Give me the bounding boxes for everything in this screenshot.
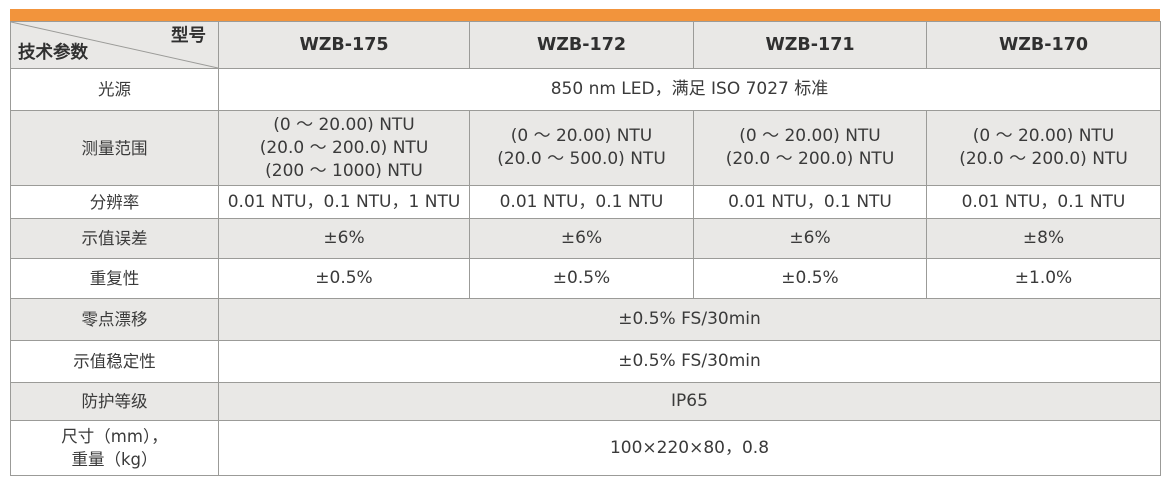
value-cell: ±0.5% FS/30min bbox=[218, 298, 1161, 341]
table-row-measuring-range: 测量范围 (0 ～ 20.00) NTU (20.0 ～ 200.0) NTU … bbox=[10, 110, 1161, 186]
range-line: (20.0 ～ 200.0) NTU bbox=[259, 137, 429, 158]
value-cell: ±8% bbox=[926, 218, 1161, 259]
row-label: 分辨率 bbox=[10, 185, 219, 219]
label-line: 尺寸（mm）， bbox=[61, 427, 168, 446]
range-line: (200 ～ 1000) NTU bbox=[265, 160, 423, 181]
range-line: (0 ～ 20.00) NTU bbox=[273, 114, 415, 135]
model-header-wzb172: WZB-172 bbox=[469, 21, 694, 69]
accent-bar bbox=[10, 9, 1160, 21]
range-line: (20.0 ～ 200.0) NTU bbox=[959, 149, 1128, 169]
row-label: 示值稳定性 bbox=[10, 340, 219, 383]
value-cell: (0 ～ 20.00) NTU (20.0 ～ 200.0) NTU bbox=[693, 110, 927, 186]
row-label: 测量范围 bbox=[10, 110, 219, 186]
model-header-wzb171: WZB-171 bbox=[693, 21, 927, 69]
value-cell: (0 ～ 20.00) NTU (20.0 ～ 200.0) NTU (200 … bbox=[218, 110, 470, 186]
value-cell: (0 ～ 20.00) NTU (20.0 ～ 500.0) NTU bbox=[469, 110, 694, 186]
value-cell: ±0.5% bbox=[218, 258, 470, 299]
value-cell: ±6% bbox=[469, 218, 694, 259]
value-cell: ±6% bbox=[218, 218, 470, 259]
header-row: 型号 技术参数 WZB-175 WZB-172 WZB-171 WZB-170 bbox=[10, 21, 1161, 69]
range-line: (0 ～ 20.00) NTU bbox=[739, 126, 881, 146]
value-cell: 0.01 NTU，0.1 NTU bbox=[469, 185, 694, 219]
value-cell: ±6% bbox=[693, 218, 927, 259]
model-header-wzb170: WZB-170 bbox=[926, 21, 1161, 69]
value-cell: ±0.5% bbox=[693, 258, 927, 299]
value-cell: 0.01 NTU，0.1 NTU，1 NTU bbox=[218, 185, 470, 219]
table-row-indication-stability: 示值稳定性 ±0.5% FS/30min bbox=[10, 340, 1161, 383]
value-cell: 100×220×80，0.8 bbox=[218, 420, 1161, 476]
value-cell: ±0.5% FS/30min bbox=[218, 340, 1161, 383]
row-label: 光源 bbox=[10, 68, 219, 111]
table-row-indication-error: 示值误差 ±6% ±6% ±6% ±8% bbox=[10, 218, 1161, 259]
row-label: 零点漂移 bbox=[10, 298, 219, 341]
diagonal-line bbox=[11, 22, 218, 68]
corner-cell: 型号 技术参数 bbox=[10, 21, 219, 69]
table-row-light-source: 光源 850 nm LED，满足 ISO 7027 标准 bbox=[10, 68, 1161, 111]
value-cell: 0.01 NTU，0.1 NTU bbox=[926, 185, 1161, 219]
range-line: (0 ～ 20.00) NTU bbox=[510, 126, 653, 146]
table-row-protection-rating: 防护等级 IP65 bbox=[10, 382, 1161, 421]
value-cell: IP65 bbox=[218, 382, 1161, 421]
row-label: 示值误差 bbox=[10, 218, 219, 259]
table-row-zero-drift: 零点漂移 ±0.5% FS/30min bbox=[10, 298, 1161, 341]
row-label: 尺寸（mm）， 重量（kg） bbox=[10, 420, 219, 476]
row-label: 重复性 bbox=[10, 258, 219, 299]
row-label: 防护等级 bbox=[10, 382, 219, 421]
corner-label-parameters: 技术参数 bbox=[18, 43, 88, 63]
table-row-dimensions-weight: 尺寸（mm）， 重量（kg） 100×220×80，0.8 bbox=[10, 420, 1161, 476]
value-cell: 0.01 NTU，0.1 NTU bbox=[693, 185, 927, 219]
value-cell: 850 nm LED，满足 ISO 7027 标准 bbox=[218, 68, 1161, 111]
range-line: (20.0 ～ 500.0) NTU bbox=[497, 149, 666, 169]
range-line: (20.0 ～ 200.0) NTU bbox=[725, 149, 895, 169]
label-line: 重量（kg） bbox=[71, 450, 158, 469]
table-row-resolution: 分辨率 0.01 NTU，0.1 NTU，1 NTU 0.01 NTU，0.1 … bbox=[10, 185, 1161, 219]
corner-label-model: 型号 bbox=[171, 26, 206, 46]
range-line: (0 ～ 20.00) NTU bbox=[972, 126, 1115, 146]
model-header-wzb175: WZB-175 bbox=[218, 21, 470, 69]
value-cell: (0 ～ 20.00) NTU (20.0 ～ 200.0) NTU bbox=[926, 110, 1161, 186]
table-row-repeatability: 重复性 ±0.5% ±0.5% ±0.5% ±1.0% bbox=[10, 258, 1161, 299]
spec-table: 型号 技术参数 WZB-175 WZB-172 WZB-171 WZB-170 … bbox=[10, 21, 1161, 476]
value-cell: ±0.5% bbox=[469, 258, 694, 299]
value-cell: ±1.0% bbox=[926, 258, 1161, 299]
